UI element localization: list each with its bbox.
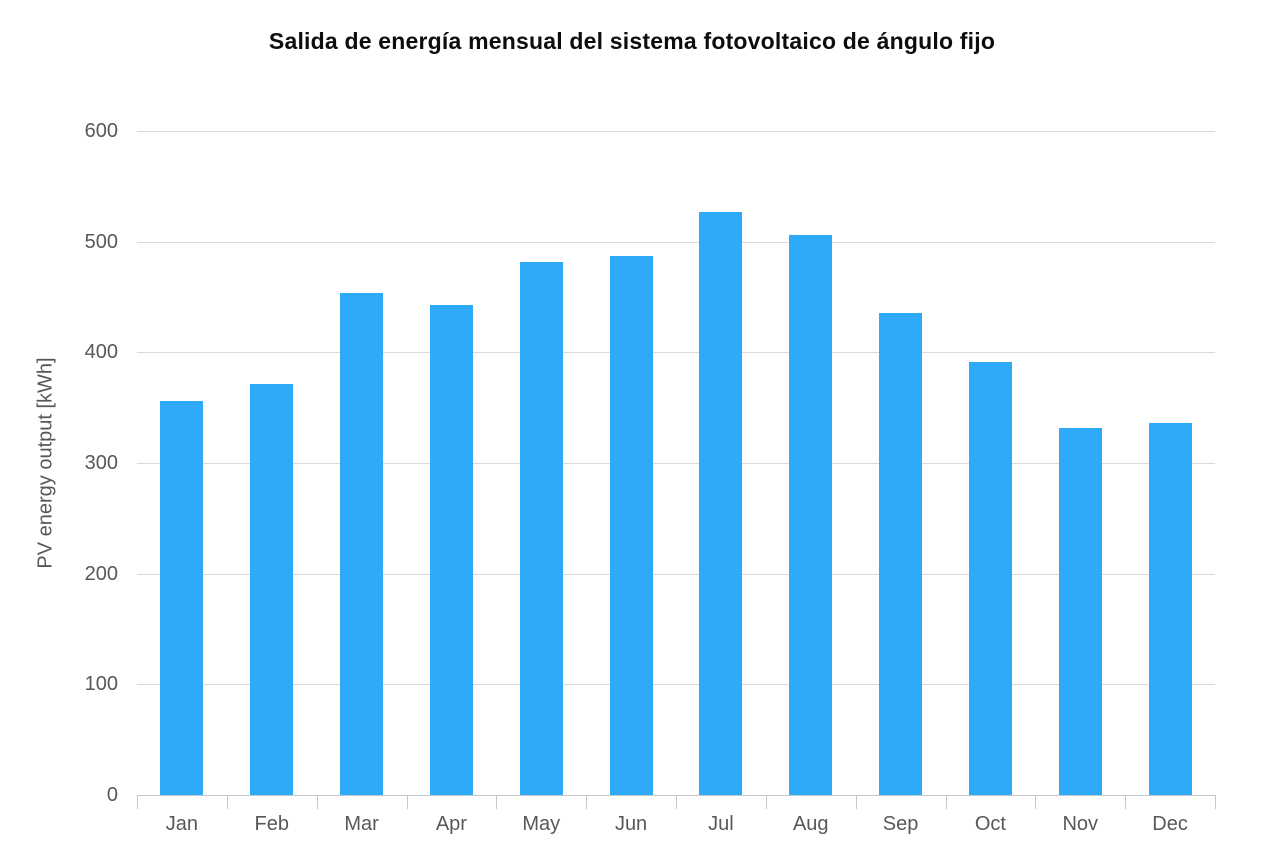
x-tick-label-sep: Sep xyxy=(882,813,919,835)
x-tick-label-feb: Feb xyxy=(254,813,289,835)
x-axis-tick xyxy=(765,795,767,809)
y-tick-label-400: 400 xyxy=(84,341,118,364)
y-tick-label-500: 500 xyxy=(84,230,118,253)
bar-may[interactable] xyxy=(519,261,563,795)
x-axis-tick xyxy=(406,795,408,809)
bar-mar[interactable] xyxy=(340,292,384,795)
y-tick-label-300: 300 xyxy=(84,452,118,474)
bar-oct[interactable] xyxy=(968,362,1012,795)
bar-sep[interactable] xyxy=(879,312,923,795)
x-tick-label-jan: Jan xyxy=(165,813,199,835)
bar-jan[interactable] xyxy=(160,401,204,795)
bar-jun[interactable] xyxy=(609,256,653,795)
gridline-y-600 xyxy=(137,131,1215,132)
bar-dec[interactable] xyxy=(1148,423,1192,795)
y-tick-label-0: 0 xyxy=(106,784,118,806)
x-axis-tick xyxy=(496,795,498,809)
x-axis-tick xyxy=(316,795,318,809)
x-tick-label-jul: Jul xyxy=(708,813,734,835)
x-axis-tick xyxy=(855,795,857,809)
bar-nov[interactable] xyxy=(1058,427,1102,795)
x-tick-label-aug: Aug xyxy=(792,813,829,835)
y-tick-label-100: 100 xyxy=(84,673,118,696)
bar-apr[interactable] xyxy=(429,304,473,795)
x-axis-tick xyxy=(1035,795,1037,809)
gridline-y-400 xyxy=(137,352,1215,354)
y-tick-label-600: 600 xyxy=(84,120,118,142)
gridline-y-100 xyxy=(137,684,1215,686)
x-axis-tick xyxy=(1215,795,1216,809)
x-tick-label-may: May xyxy=(522,813,561,835)
gridline-y-200 xyxy=(137,573,1215,575)
x-axis-tick xyxy=(586,795,588,809)
gridline-y-500 xyxy=(137,241,1215,243)
x-tick-label-nov: Nov xyxy=(1062,813,1099,835)
plot-area xyxy=(137,131,1216,809)
x-axis-tick xyxy=(137,795,138,809)
x-axis-tick xyxy=(1125,795,1127,809)
y-tick-label-200: 200 xyxy=(84,562,118,585)
x-tick-label-dec: Dec xyxy=(1152,813,1188,835)
x-tick-label-oct: Oct xyxy=(974,813,1006,835)
x-axis-tick xyxy=(676,795,677,809)
x-tick-label-mar: Mar xyxy=(344,813,379,835)
bar-aug[interactable] xyxy=(789,235,833,795)
x-axis-tick xyxy=(945,795,947,809)
gridline-y-300 xyxy=(137,463,1215,464)
x-axis-tick xyxy=(226,795,228,809)
bar-jul[interactable] xyxy=(699,211,743,795)
chart-title: Salida de energía mensual del sistema fo… xyxy=(268,28,996,54)
x-tick-label-apr: Apr xyxy=(435,813,467,835)
x-tick-label-jun: Jun xyxy=(614,813,648,835)
bar-feb[interactable] xyxy=(250,384,294,795)
